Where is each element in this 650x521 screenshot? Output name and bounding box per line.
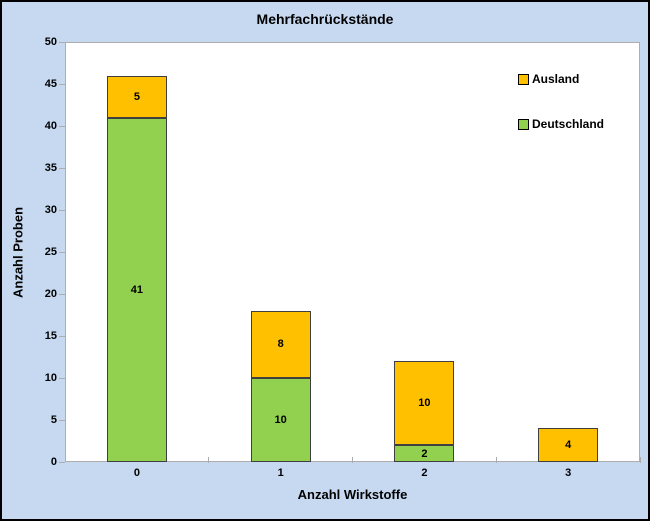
y-tick-mark [59,167,65,169]
y-tick-label: 25 [44,246,57,258]
x-tick-mark [352,457,353,463]
legend-label: Ausland [532,72,580,86]
legend-swatch-icon [518,118,529,130]
bar-segment-deutschland: 2 [394,445,455,462]
y-tick-label: 50 [44,36,57,48]
legend-item-deutschland: Deutschland [518,117,604,131]
y-tick-mark [59,377,65,379]
y-tick-label: 10 [44,372,57,384]
x-axis-title: Anzahl Wirkstoffe [297,487,408,502]
y-tick-label: 45 [44,78,57,90]
y-tick-mark [59,335,65,337]
y-tick-mark [59,83,65,85]
y-tick-mark [59,419,65,421]
y-tick-label: 5 [50,414,57,426]
x-category-label: 1 [277,467,284,479]
x-tick-mark [495,457,497,463]
y-tick-label: 20 [44,288,57,300]
y-tick-mark [59,461,65,463]
y-tick-mark [59,209,65,211]
bar-segment-ausland: 4 [538,428,599,462]
y-tick-mark [59,125,65,127]
y-tick-label: 15 [44,330,57,342]
chart-title: Mehrfachrückstände [256,11,394,27]
legend-item-ausland: Ausland [518,72,579,86]
bar-segment-ausland: 5 [106,75,167,118]
y-tick-label: 0 [50,456,57,468]
y-tick-mark [59,293,65,295]
y-tick-label: 35 [44,162,57,174]
bar-segment-deutschland: 10 [250,378,311,462]
x-category-label: 3 [565,467,572,479]
y-tick-label: 30 [44,204,57,216]
x-tick-mark [639,457,641,463]
x-category-label: 0 [133,467,140,479]
legend-label: Deutschland [532,117,605,131]
bar-segment-ausland: 8 [250,310,311,378]
bar-segment-ausland: 10 [394,361,455,446]
legend-swatch-icon [518,73,529,85]
x-category-label: 2 [421,467,428,479]
y-tick-mark [59,251,65,253]
bar-segment-deutschland: 41 [106,117,167,462]
y-tick-label: 40 [44,120,57,132]
x-tick-mark [208,457,210,463]
y-tick-mark [59,41,65,43]
